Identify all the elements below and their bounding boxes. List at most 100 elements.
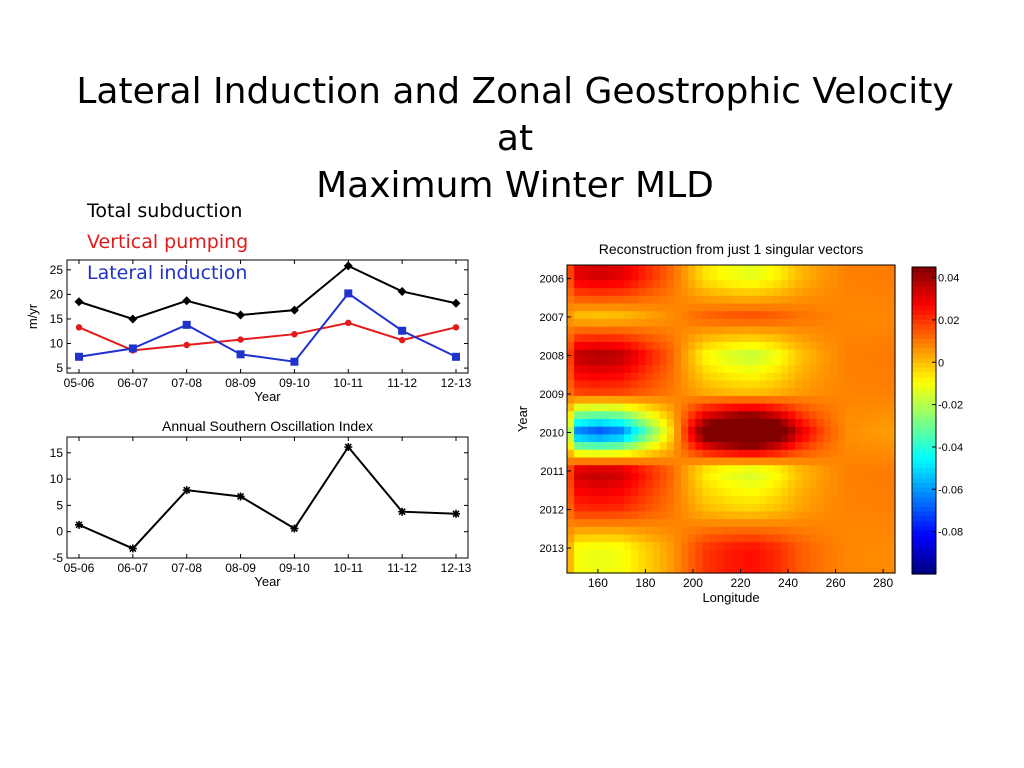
heatmap-cell — [859, 526, 868, 536]
heatmap-cell — [609, 472, 618, 482]
heatmap-cell — [652, 295, 661, 305]
colorbar-band — [912, 276, 936, 282]
heatmap-cell — [887, 472, 896, 482]
heatmap-cell — [745, 534, 753, 543]
heatmap-cell — [595, 565, 604, 574]
heatmap-cell — [602, 465, 611, 474]
colorbar-band — [912, 353, 936, 359]
heatmap-cell — [873, 526, 882, 536]
heatmap-cell — [645, 295, 654, 305]
heatmap-cell — [709, 542, 718, 551]
heatmap-cell — [567, 496, 575, 505]
heatmap-cell — [702, 365, 711, 374]
colorbar-band — [912, 434, 936, 441]
heatmap-cell — [659, 511, 668, 520]
heatmap-cell — [709, 403, 718, 412]
heatmap-cell — [581, 372, 589, 382]
heatmap-cell — [666, 265, 675, 274]
heatmap-cell — [780, 334, 789, 343]
heatmap-cell — [709, 326, 718, 335]
heatmap-cell — [752, 434, 761, 443]
heatmap-cell — [602, 265, 611, 274]
heatmap-cell — [837, 295, 846, 305]
colorbar-band — [912, 343, 936, 350]
heatmap-cell — [616, 395, 625, 405]
heatmap-cell — [624, 419, 632, 428]
heatmap-cell — [581, 449, 589, 459]
heatmap-cell — [766, 349, 775, 358]
heatmap-cell — [788, 419, 796, 428]
heatmap-cell — [759, 411, 768, 420]
heatmap-cell — [823, 380, 832, 389]
heatmap-cell — [852, 372, 860, 382]
heatmap-cell — [823, 280, 832, 289]
heatmap-cell — [574, 318, 582, 328]
heatmap-cell — [731, 426, 739, 435]
heatmap-cell — [673, 303, 682, 312]
heatmap-cell — [695, 480, 704, 489]
heatmap-cell — [702, 434, 711, 443]
heatmap-cell — [809, 272, 818, 281]
heatmap-cell — [716, 272, 725, 281]
heatmap-cell — [788, 565, 796, 574]
heatmap-cell — [588, 288, 597, 297]
heatmap-cell — [802, 342, 811, 351]
heatmap-cell — [845, 434, 853, 443]
heatmap-cell — [738, 557, 746, 566]
heatmap-cell — [795, 534, 803, 543]
heatmap-cell — [887, 419, 896, 428]
heatmap-cell — [852, 411, 860, 420]
heatmap-cell — [716, 542, 725, 551]
heatmap-cell — [666, 480, 675, 489]
heatmap-cell — [837, 534, 846, 543]
heatmap-cell — [887, 411, 896, 420]
heatmap-cell — [809, 395, 818, 405]
heatmap-cell — [745, 303, 753, 312]
colorbar-band — [912, 300, 936, 306]
heatmap-cell — [795, 480, 803, 489]
heatmap-cell — [738, 465, 746, 474]
heatmap-cell — [631, 265, 639, 274]
heatmap-cell — [616, 357, 625, 366]
heatmap-cell — [795, 542, 803, 551]
heatmap-cell — [845, 511, 853, 520]
heatmap-cell — [802, 303, 811, 312]
heatmap-cell — [859, 426, 868, 435]
heatmap-cell — [738, 342, 746, 351]
heatmap-cell — [645, 457, 654, 466]
heatmap-cell — [616, 534, 625, 543]
heatmap-cell — [738, 519, 746, 528]
heatmap-cell — [823, 534, 832, 543]
heatmap-cell — [837, 303, 846, 312]
heatmap-cell — [809, 280, 818, 289]
heatmap-cell — [788, 403, 796, 412]
heatmap-cell — [681, 395, 689, 405]
heatmap-cell — [788, 342, 796, 351]
heatmap-cell — [788, 295, 796, 305]
heatmap-cell — [595, 496, 604, 505]
heatmap-cell — [716, 419, 725, 428]
heatmap-cell — [759, 549, 768, 559]
heatmap-cell — [795, 288, 803, 297]
heatmap-cell — [652, 272, 661, 281]
heatmap-cell — [809, 542, 818, 551]
heatmap-cell — [852, 288, 860, 297]
heatmap-cell — [581, 403, 589, 412]
heatmap-cell — [702, 465, 711, 474]
heatmap-cell — [745, 480, 753, 489]
heatmap-cell — [709, 496, 718, 505]
colorbar-band — [912, 367, 936, 374]
chart2-x-tick-label: 280 — [873, 576, 893, 590]
heatmap-cell — [738, 496, 746, 505]
heatmap-cell — [795, 349, 803, 358]
heatmap-cell — [852, 403, 860, 412]
heatmap-cell — [709, 442, 718, 451]
heatmap-cell — [880, 395, 889, 405]
heatmap-cell — [666, 542, 675, 551]
heatmap-cell — [795, 511, 803, 520]
heatmap-cell — [830, 442, 839, 451]
heatmap-cell — [816, 365, 825, 374]
heatmap-cell — [802, 380, 811, 389]
heatmap-cell — [752, 334, 761, 343]
heatmap-cell — [880, 557, 889, 566]
